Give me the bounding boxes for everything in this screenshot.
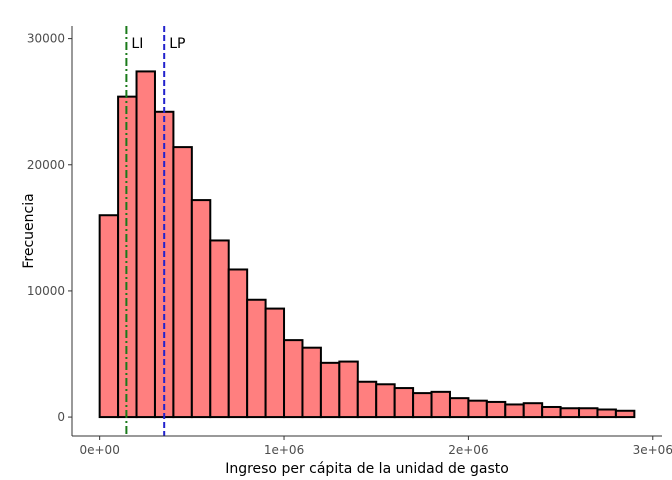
histogram-bar bbox=[393, 387, 415, 419]
reference-label-li: LI bbox=[131, 36, 143, 52]
x-tick-label: 3e+06 bbox=[633, 443, 672, 457]
histogram-bar bbox=[578, 407, 599, 419]
x-axis-ticks: 0e+00 1e+06 2e+06 3e+06 bbox=[79, 436, 672, 457]
histogram-bar bbox=[264, 307, 286, 419]
y-axis-title: Frecuencia bbox=[21, 193, 37, 268]
histogram-bars bbox=[98, 70, 636, 419]
histogram-bar bbox=[541, 405, 562, 419]
histogram-bar bbox=[319, 361, 341, 419]
histogram-bar bbox=[448, 397, 470, 419]
x-axis-title: Ingreso per cápita de la unidad de gasto bbox=[225, 461, 509, 477]
histogram-bar bbox=[209, 239, 230, 419]
histogram-bar bbox=[375, 383, 396, 419]
x-tick-label: 2e+06 bbox=[448, 443, 488, 457]
histogram-bar bbox=[522, 402, 544, 419]
histogram-bar bbox=[504, 403, 525, 419]
y-axis-ticks: 0 10000 20000 30000 bbox=[27, 32, 72, 424]
histogram-bar bbox=[227, 268, 249, 419]
y-tick-label: 20000 bbox=[27, 158, 65, 172]
histogram-bar bbox=[596, 408, 617, 419]
histogram-bar bbox=[283, 339, 304, 419]
histogram-bar bbox=[172, 146, 193, 419]
y-tick-label: 0 bbox=[57, 410, 65, 424]
histogram-bar bbox=[98, 214, 120, 419]
histogram-bar bbox=[246, 298, 267, 419]
x-tick-label: 1e+06 bbox=[264, 443, 304, 457]
y-tick-label: 10000 bbox=[27, 284, 65, 298]
histogram-bar bbox=[559, 407, 581, 419]
histogram-bar bbox=[485, 400, 507, 419]
reference-lines: LI LP bbox=[125, 26, 185, 436]
histogram-bar bbox=[135, 70, 156, 419]
histogram-bar bbox=[412, 392, 433, 419]
x-tick-label: 0e+00 bbox=[79, 443, 119, 457]
histogram-bar bbox=[301, 346, 322, 419]
histogram-bar bbox=[430, 390, 451, 419]
y-tick-label: 30000 bbox=[27, 32, 65, 46]
histogram-bar bbox=[190, 199, 212, 419]
histogram-bar bbox=[467, 399, 488, 419]
histogram-bar bbox=[356, 380, 378, 419]
reference-label-lp: LP bbox=[169, 36, 185, 52]
histogram-bar bbox=[338, 360, 359, 419]
histogram-bar bbox=[614, 409, 636, 419]
